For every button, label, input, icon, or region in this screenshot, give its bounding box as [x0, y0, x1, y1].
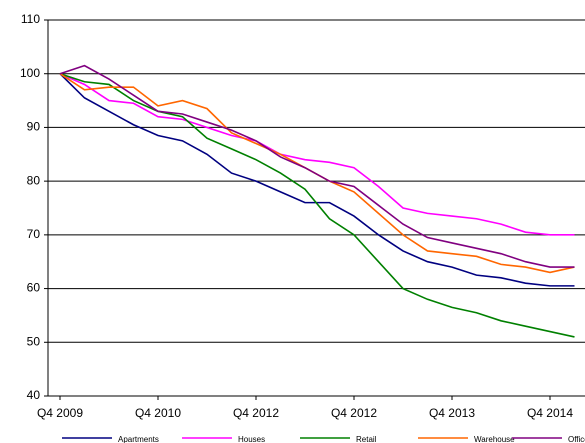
x-tick-label: Q4 2013	[429, 406, 475, 420]
legend-label: Apartments	[118, 435, 159, 443]
y-tick-label: 100	[20, 66, 40, 80]
y-tick-label: 70	[27, 227, 41, 241]
series-line	[59, 64, 575, 268]
series-line	[59, 72, 575, 236]
x-tick-label: Q4 2010	[135, 406, 181, 420]
legend: Apartments Houses Retail Warehouse Offices	[62, 435, 585, 443]
x-tick-label: Q4 2012	[233, 406, 279, 420]
series-line	[59, 72, 575, 338]
y-tick-label: 60	[27, 281, 41, 295]
y-tick-label: 50	[27, 334, 41, 348]
y-tick-label: 110	[21, 12, 40, 26]
series-line	[59, 73, 575, 274]
x-tick-label: Q4 2012	[331, 406, 377, 420]
y-tick-label: 90	[27, 120, 41, 134]
legend-label: Offices	[568, 435, 585, 443]
x-tick-label: Q4 2014	[527, 406, 573, 420]
y-tick-label: 40	[27, 388, 41, 402]
legend-label: Houses	[238, 435, 265, 443]
x-tick-label: Q4 2009	[37, 406, 83, 420]
y-tick-label: 80	[27, 173, 41, 187]
legend-label: Warehouse	[474, 435, 515, 443]
series-line	[59, 73, 575, 287]
legend-label: Retail	[356, 435, 377, 443]
